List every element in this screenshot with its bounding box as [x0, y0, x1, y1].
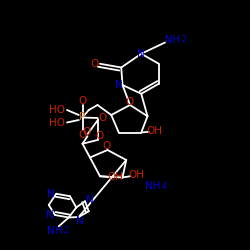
Text: N: N: [76, 216, 84, 226]
Text: O: O: [78, 130, 87, 140]
Text: NH: NH: [145, 181, 160, 191]
Text: O: O: [82, 127, 90, 137]
Text: N: N: [47, 189, 54, 199]
Text: OH: OH: [107, 172, 123, 182]
Text: OH: OH: [146, 126, 162, 136]
Text: N: N: [115, 80, 122, 90]
Text: N: N: [46, 210, 54, 220]
Text: 2: 2: [182, 36, 186, 44]
Text: N: N: [86, 195, 94, 205]
Text: HO: HO: [50, 105, 66, 115]
Text: NH: NH: [164, 35, 180, 45]
Text: NH: NH: [47, 226, 63, 236]
Text: O: O: [78, 96, 87, 106]
Text: O: O: [98, 113, 106, 123]
Text: N: N: [138, 49, 145, 59]
Text: O: O: [126, 97, 134, 107]
Text: OH: OH: [128, 170, 144, 180]
Text: O: O: [102, 141, 110, 151]
Text: 2: 2: [64, 226, 68, 235]
Text: O: O: [90, 59, 98, 69]
Text: HO: HO: [50, 118, 66, 128]
Text: 4: 4: [162, 182, 167, 191]
Text: P: P: [80, 112, 86, 122]
Text: O: O: [96, 131, 104, 141]
